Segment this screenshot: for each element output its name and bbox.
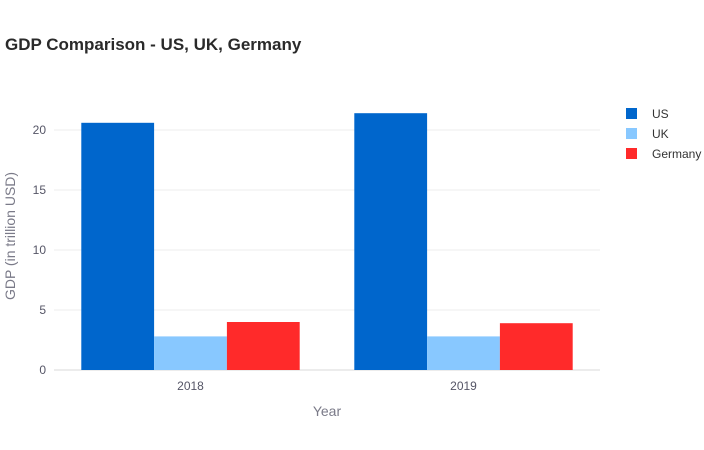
x-axis-ticks: 2018 2019: [177, 379, 477, 393]
x-tick-label: 2019: [450, 379, 477, 393]
legend-swatch: [626, 128, 637, 139]
bar-uk-2018[interactable]: [154, 336, 227, 370]
bar-us-2019[interactable]: [354, 113, 428, 370]
y-tick-label: 5: [39, 303, 46, 317]
y-tick-label: 15: [33, 183, 47, 197]
legend-label: Germany: [652, 147, 701, 161]
y-tick-label: 10: [33, 243, 47, 257]
bar-uk-2019[interactable]: [427, 336, 500, 370]
y-axis-title: GDP (in trillion USD): [2, 172, 18, 300]
legend-item-germany[interactable]: Germany: [626, 147, 701, 161]
bar-us-2018[interactable]: [81, 122, 155, 370]
x-tick-label: 2018: [177, 379, 204, 393]
legend-swatch: [626, 148, 637, 159]
x-axis-title: Year: [313, 403, 342, 419]
legend-item-uk[interactable]: UK: [626, 127, 669, 141]
legend-item-us[interactable]: US: [626, 107, 669, 121]
bar-germany-2018[interactable]: [226, 322, 300, 370]
bar-germany-2019[interactable]: [499, 323, 573, 370]
legend: US UK Germany: [626, 107, 701, 161]
legend-label: US: [652, 107, 669, 121]
y-tick-label: 20: [33, 123, 47, 137]
bars: [81, 113, 573, 370]
legend-swatch: [626, 108, 637, 119]
chart-title: GDP Comparison - US, UK, Germany: [5, 35, 302, 54]
y-axis-ticks: 0 5 10 15 20: [33, 123, 47, 377]
legend-label: UK: [652, 127, 669, 141]
y-tick-label: 0: [39, 363, 46, 377]
